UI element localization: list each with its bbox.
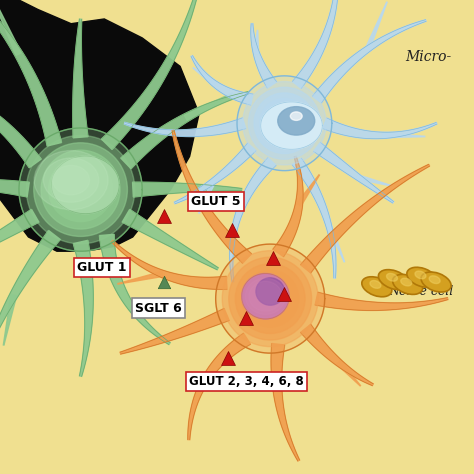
Polygon shape <box>365 2 387 50</box>
Ellipse shape <box>53 165 90 195</box>
Polygon shape <box>297 175 319 206</box>
Ellipse shape <box>27 136 135 244</box>
Text: GLUT 2, 3, 4, 6, 8: GLUT 2, 3, 4, 6, 8 <box>189 375 304 388</box>
Ellipse shape <box>242 273 289 319</box>
Ellipse shape <box>229 257 311 340</box>
Polygon shape <box>111 240 227 289</box>
Polygon shape <box>199 180 216 213</box>
Ellipse shape <box>243 82 326 165</box>
Polygon shape <box>0 0 199 251</box>
Ellipse shape <box>44 158 99 202</box>
Polygon shape <box>133 182 242 197</box>
Ellipse shape <box>248 87 320 159</box>
Polygon shape <box>73 240 93 376</box>
Polygon shape <box>383 133 425 137</box>
Polygon shape <box>0 230 60 353</box>
Ellipse shape <box>362 277 392 297</box>
Polygon shape <box>0 210 39 273</box>
Polygon shape <box>174 143 256 204</box>
Ellipse shape <box>254 93 315 154</box>
Polygon shape <box>122 210 218 270</box>
Polygon shape <box>312 20 426 103</box>
Polygon shape <box>301 324 373 385</box>
Polygon shape <box>357 175 392 186</box>
Polygon shape <box>254 30 259 54</box>
Polygon shape <box>191 55 253 105</box>
Polygon shape <box>251 24 277 88</box>
Polygon shape <box>190 185 228 205</box>
Ellipse shape <box>19 128 142 251</box>
Ellipse shape <box>261 102 322 149</box>
Polygon shape <box>337 361 360 386</box>
Point <box>160 278 167 286</box>
Ellipse shape <box>246 278 285 314</box>
Ellipse shape <box>242 270 299 327</box>
Ellipse shape <box>429 276 440 283</box>
Ellipse shape <box>235 264 305 334</box>
Point <box>243 314 250 321</box>
Ellipse shape <box>51 156 119 214</box>
Polygon shape <box>73 19 88 138</box>
Polygon shape <box>0 180 29 197</box>
Ellipse shape <box>260 99 309 148</box>
Ellipse shape <box>256 278 284 305</box>
Polygon shape <box>292 0 338 89</box>
Polygon shape <box>0 0 21 55</box>
Point <box>228 226 236 234</box>
Polygon shape <box>314 142 394 203</box>
Point <box>281 290 288 298</box>
Ellipse shape <box>34 151 108 210</box>
Ellipse shape <box>34 143 128 237</box>
Polygon shape <box>120 309 229 354</box>
Ellipse shape <box>237 76 332 171</box>
Text: SGLT 6: SGLT 6 <box>136 301 182 315</box>
Ellipse shape <box>401 278 412 286</box>
Text: GLUT 5: GLUT 5 <box>191 195 240 208</box>
Ellipse shape <box>48 157 113 222</box>
Polygon shape <box>3 295 17 345</box>
Polygon shape <box>301 164 429 273</box>
Polygon shape <box>322 118 437 139</box>
Ellipse shape <box>421 272 451 292</box>
Point <box>160 212 167 219</box>
Text: Nerve cell: Nerve cell <box>389 285 454 298</box>
Polygon shape <box>229 158 276 282</box>
Ellipse shape <box>370 281 381 288</box>
Polygon shape <box>325 218 345 262</box>
Polygon shape <box>125 118 246 137</box>
Polygon shape <box>273 156 303 257</box>
Polygon shape <box>315 292 448 310</box>
Polygon shape <box>118 272 163 284</box>
Ellipse shape <box>222 251 318 346</box>
Ellipse shape <box>378 270 409 290</box>
Polygon shape <box>188 333 251 440</box>
Polygon shape <box>0 0 62 146</box>
Polygon shape <box>101 0 200 149</box>
Ellipse shape <box>415 271 426 279</box>
Polygon shape <box>0 69 41 168</box>
Polygon shape <box>172 130 252 263</box>
Polygon shape <box>271 344 300 461</box>
Ellipse shape <box>407 267 437 287</box>
Polygon shape <box>292 158 336 278</box>
Ellipse shape <box>278 107 315 135</box>
Polygon shape <box>184 93 233 120</box>
Ellipse shape <box>386 273 398 281</box>
Ellipse shape <box>242 275 289 318</box>
Polygon shape <box>193 68 216 86</box>
Ellipse shape <box>41 150 120 229</box>
Text: Micro-: Micro- <box>405 50 452 64</box>
Point <box>269 255 276 262</box>
Ellipse shape <box>392 274 423 294</box>
Point <box>224 354 231 362</box>
Ellipse shape <box>216 244 325 353</box>
Polygon shape <box>121 91 248 169</box>
Ellipse shape <box>290 112 302 120</box>
Polygon shape <box>100 234 170 345</box>
Text: GLUT 1: GLUT 1 <box>77 261 127 274</box>
Ellipse shape <box>249 282 282 311</box>
